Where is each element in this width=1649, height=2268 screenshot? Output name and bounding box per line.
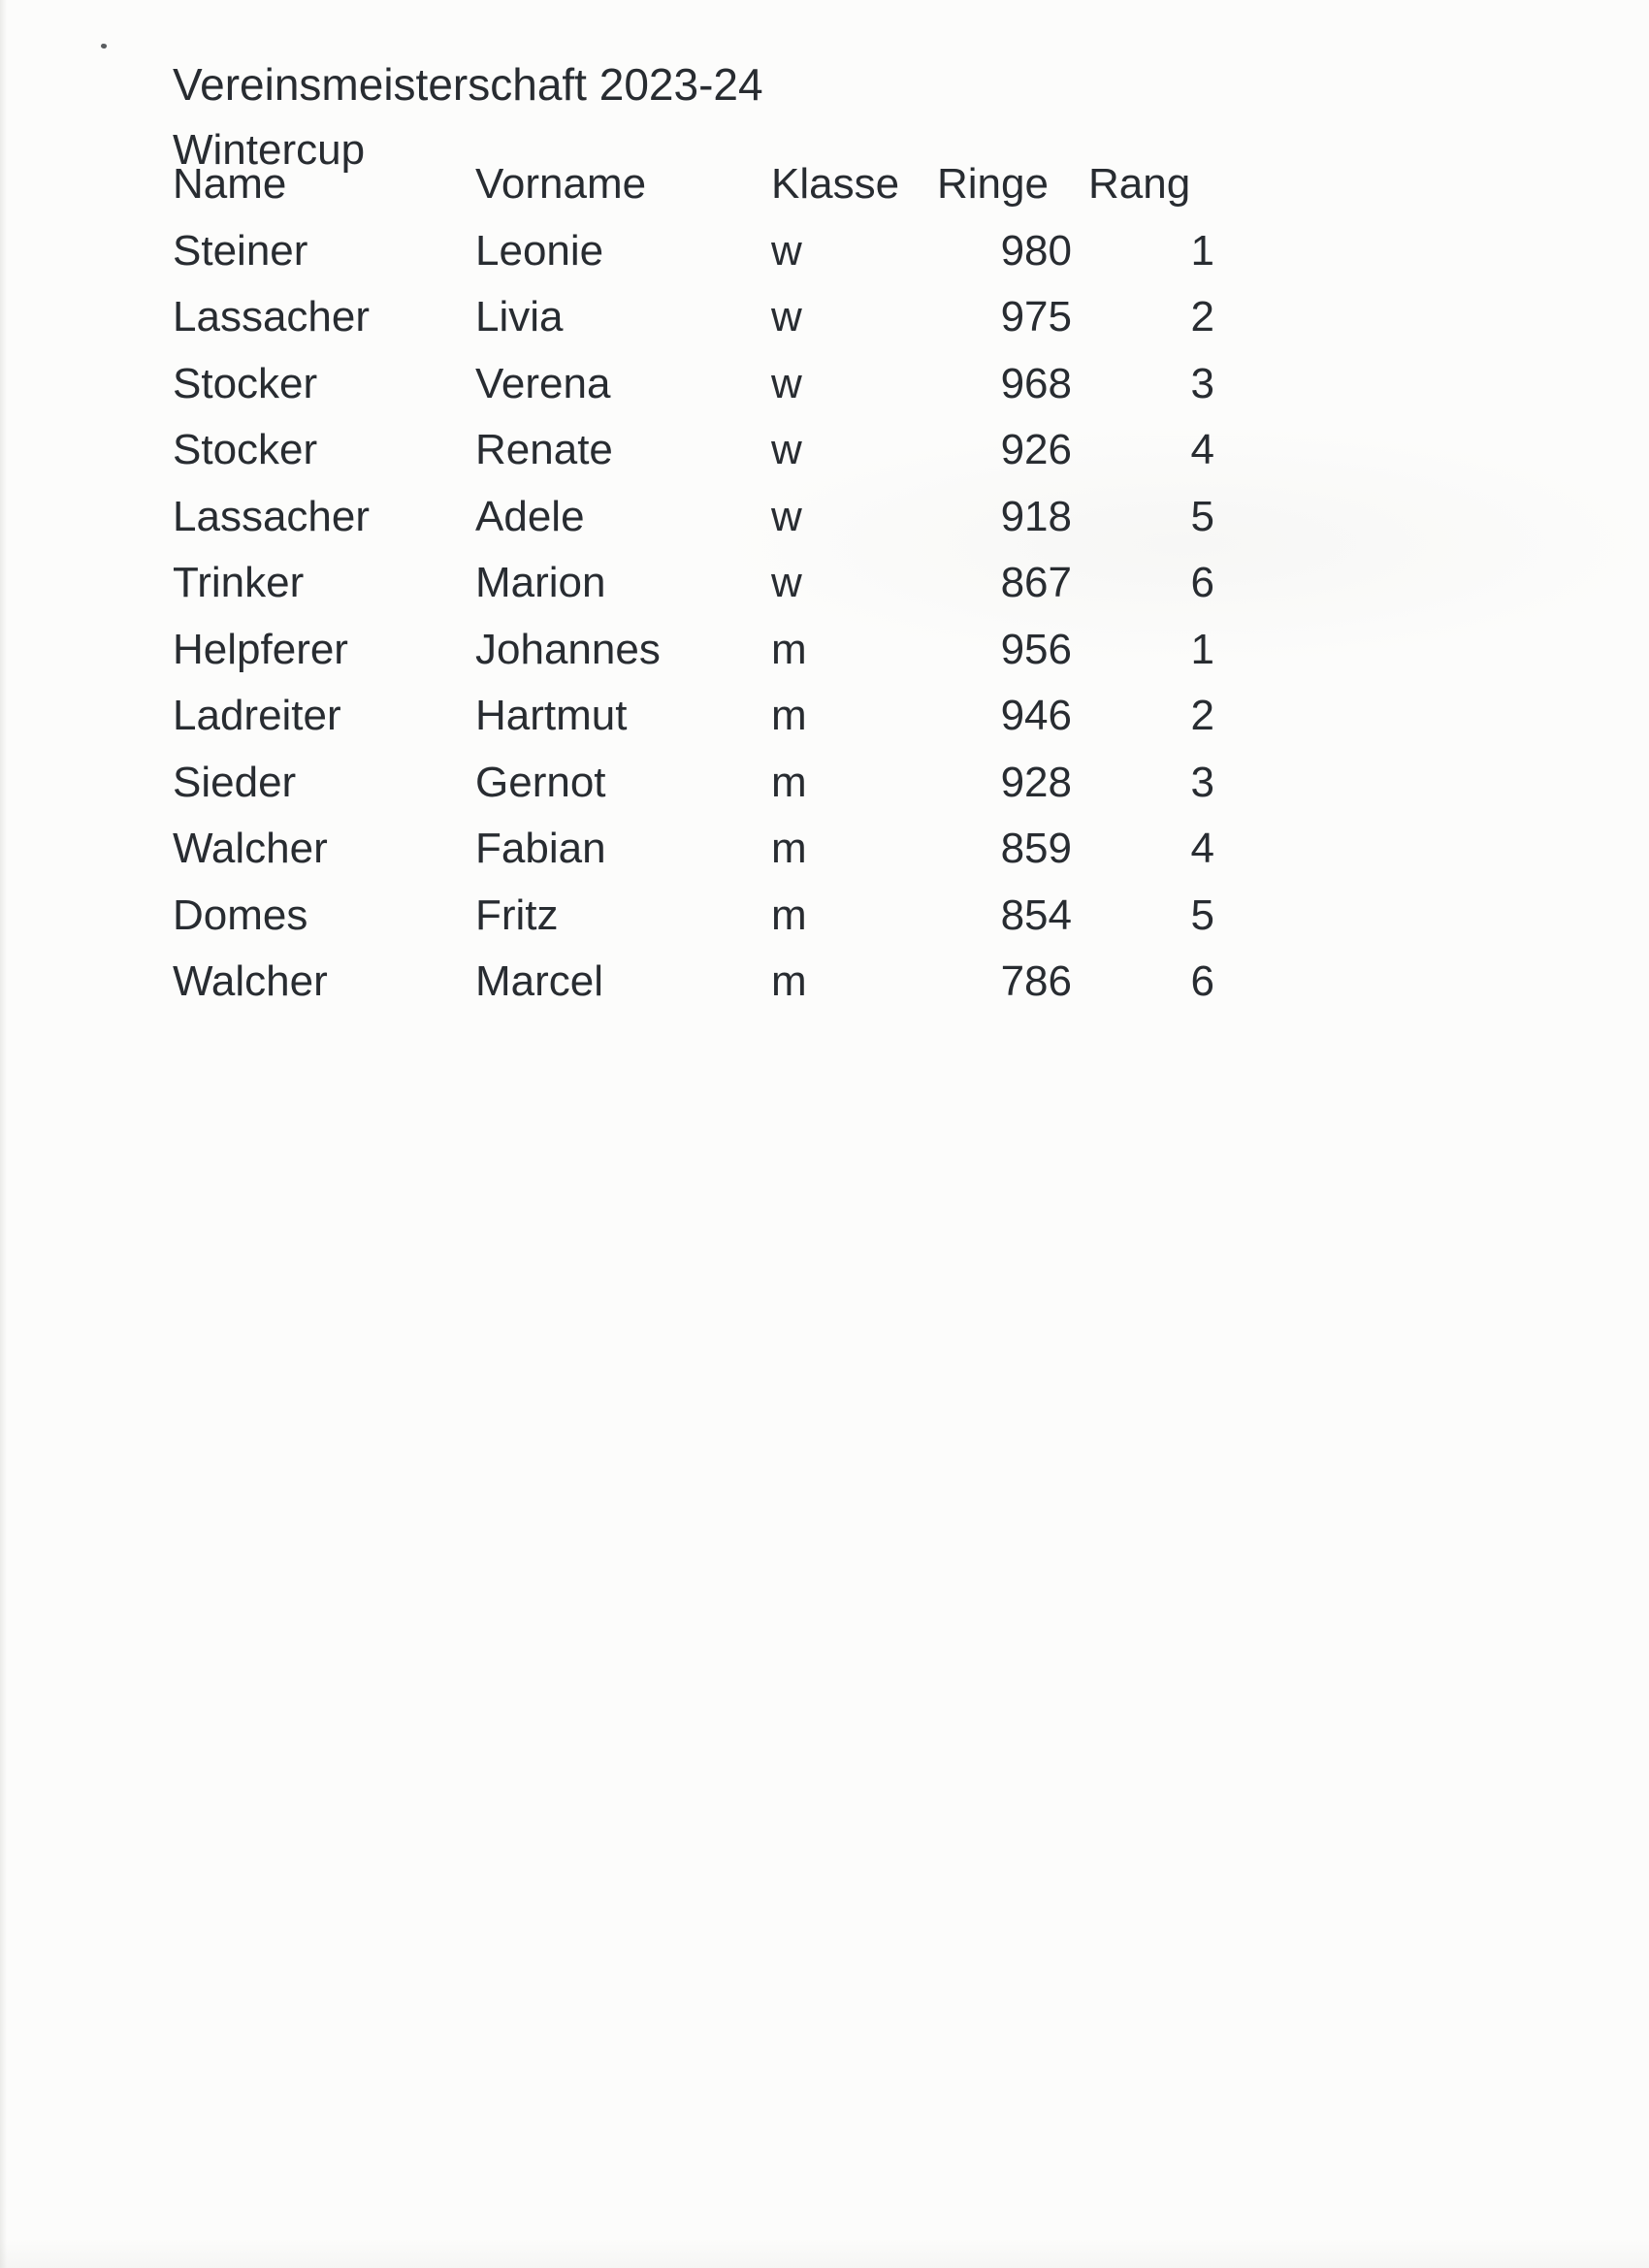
cell-vorname: Marion: [475, 559, 606, 606]
cell-klasse: m: [771, 625, 807, 673]
cell-klasse: w: [771, 559, 802, 606]
cell-vorname: Fabian: [475, 825, 606, 872]
cell-name: Domes: [173, 891, 308, 939]
cell-name: Walcher: [173, 825, 328, 872]
cell-ringe: 867: [1000, 559, 1072, 606]
cell-vorname: Adele: [475, 492, 585, 540]
scan-speck: [100, 43, 108, 49]
cell-rang: 3: [1190, 359, 1214, 407]
cell-vorname: Johannes: [475, 625, 661, 673]
cell-vorname: Renate: [475, 426, 613, 473]
cell-ringe: 946: [1000, 692, 1072, 739]
cell-rang: 4: [1190, 825, 1214, 872]
document-subtitle: Wintercup: [173, 126, 366, 174]
cell-klasse: w: [771, 492, 802, 540]
cell-rang: 5: [1190, 891, 1214, 939]
cell-rang: 1: [1190, 625, 1214, 673]
cell-name: Helpferer: [173, 625, 348, 673]
cell-klasse: m: [771, 692, 807, 739]
cell-rang: 6: [1190, 559, 1214, 606]
cell-ringe: 980: [1000, 226, 1072, 275]
cell-rang: 4: [1190, 426, 1214, 473]
table-row: Walcher Fabian m 859 4: [173, 826, 1649, 892]
table-row: Helpferer Johannes m 956 1: [173, 625, 1649, 694]
column-header-rang: Rang: [1088, 160, 1191, 208]
cell-vorname: Leonie: [475, 226, 604, 275]
cell-vorname: Verena: [475, 359, 611, 407]
document-title: Vereinsmeisterschaft 2023-24: [173, 59, 763, 110]
column-header-klasse: Klasse: [771, 160, 900, 208]
column-header-vorname: Vorname: [475, 160, 647, 208]
cell-vorname: Marcel: [475, 957, 604, 1005]
cell-rang: 5: [1190, 492, 1214, 540]
cell-ringe: 956: [1000, 625, 1072, 673]
cell-vorname: Livia: [475, 293, 564, 340]
cell-name: Ladreiter: [173, 692, 341, 739]
cell-name: Stocker: [173, 359, 318, 407]
table-row: Domes Fritz m 854 5: [173, 891, 1649, 959]
column-header-name: Name: [173, 160, 287, 208]
table-row: Steiner Leonie w 980 1: [173, 226, 1649, 295]
cell-klasse: w: [771, 426, 802, 473]
table-row: Lassacher Livia w 975 2: [173, 294, 1649, 361]
table-row: Trinker Marion w 867 6: [173, 560, 1649, 627]
cell-rang: 2: [1190, 293, 1214, 340]
cell-rang: 2: [1190, 692, 1214, 739]
table-row: Sieder Gernot m 928 3: [173, 758, 1649, 826]
cell-name: Lassacher: [173, 293, 371, 340]
cell-vorname: Hartmut: [475, 692, 628, 739]
cell-klasse: m: [771, 957, 807, 1005]
cell-name: Walcher: [173, 957, 328, 1005]
cell-vorname: Gernot: [475, 758, 606, 806]
column-header-ringe: Ringe: [937, 160, 1049, 208]
cell-ringe: 786: [1000, 957, 1072, 1005]
cell-ringe: 854: [1000, 891, 1072, 939]
table-row: Ladreiter Hartmut m 946 2: [173, 693, 1649, 760]
cell-klasse: m: [771, 758, 807, 806]
cell-vorname: Fritz: [475, 891, 559, 939]
cell-klasse: m: [771, 825, 807, 872]
cell-ringe: 926: [1000, 426, 1072, 473]
table-row: Stocker Verena w 968 3: [173, 359, 1649, 428]
table-row: Lassacher Adele w 918 5: [173, 492, 1649, 561]
table-body: Steiner Leonie w 980 1 Lassacher Livia w…: [173, 226, 1649, 1025]
cell-rang: 1: [1190, 226, 1214, 275]
cell-ringe: 918: [1000, 492, 1072, 540]
cell-klasse: m: [771, 891, 807, 939]
cell-klasse: w: [771, 359, 802, 407]
cell-name: Steiner: [173, 226, 308, 275]
table-header-row: Name Vorname Klasse Ringe Rang: [173, 161, 1649, 228]
cell-rang: 6: [1190, 957, 1214, 1005]
cell-ringe: 859: [1000, 825, 1072, 872]
cell-ringe: 975: [1000, 293, 1072, 340]
cell-klasse: w: [771, 293, 802, 340]
cell-name: Stocker: [173, 426, 318, 473]
cell-name: Lassacher: [173, 492, 371, 540]
cell-klasse: w: [771, 226, 802, 275]
cell-name: Sieder: [173, 758, 297, 806]
table-row: Walcher Marcel m 786 6: [173, 958, 1649, 1025]
cell-ringe: 968: [1000, 359, 1072, 407]
table-row: Stocker Renate w 926 4: [173, 427, 1649, 494]
cell-rang: 3: [1190, 758, 1214, 806]
cell-ringe: 928: [1000, 758, 1072, 806]
results-table: Name Vorname Klasse Ringe Rang Steiner L…: [0, 161, 1649, 1025]
cell-name: Trinker: [173, 559, 305, 606]
